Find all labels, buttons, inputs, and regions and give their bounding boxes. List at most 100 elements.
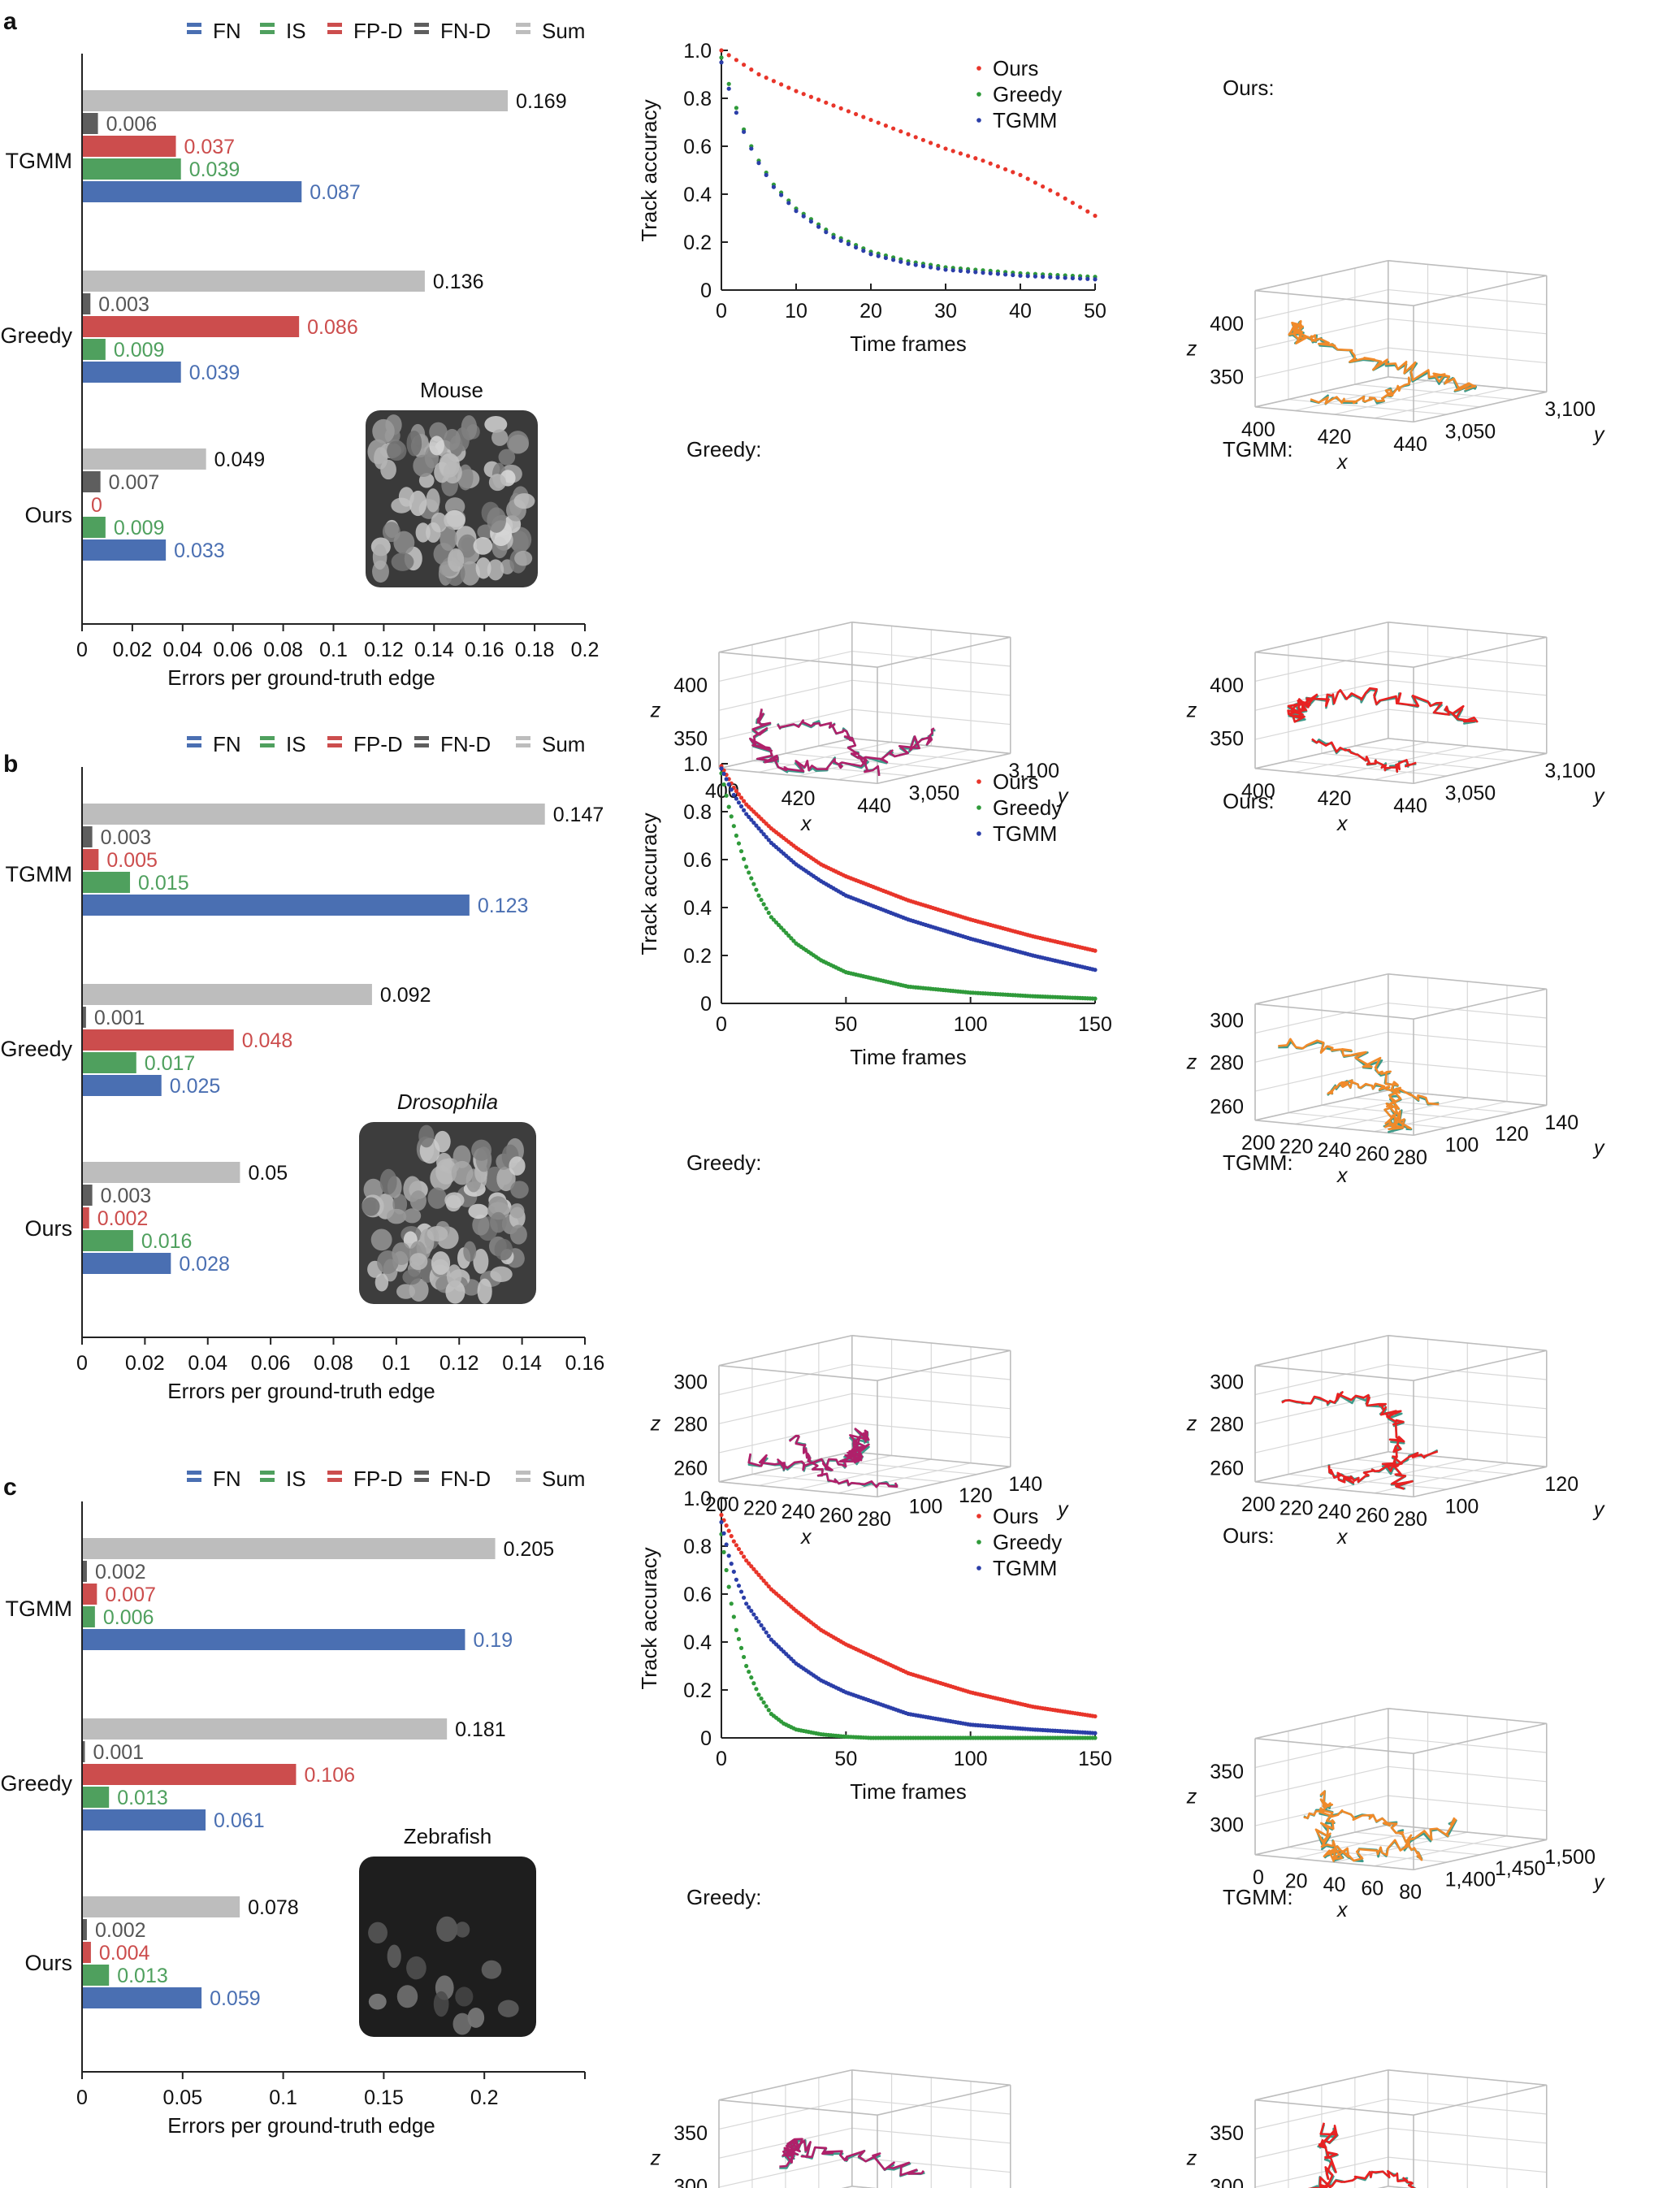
nucleus bbox=[487, 507, 507, 533]
x-tick-label: 240 bbox=[782, 1501, 816, 1523]
legend-swatch bbox=[327, 743, 342, 747]
nucleus bbox=[444, 428, 461, 451]
x-tick-label: 80 bbox=[1399, 1881, 1422, 1904]
legend-swatch bbox=[187, 1471, 201, 1475]
data-point bbox=[766, 1708, 771, 1713]
data-point bbox=[721, 1549, 726, 1554]
y-axis-label: Track accuracy bbox=[637, 812, 661, 955]
data-label: 0.006 bbox=[103, 1606, 154, 1629]
data-point bbox=[995, 271, 1000, 276]
nucleus bbox=[379, 1168, 397, 1195]
bar-Sum bbox=[83, 1896, 240, 1917]
box-edge bbox=[1254, 1003, 1414, 1020]
data-point bbox=[764, 906, 769, 911]
nucleus bbox=[374, 447, 388, 470]
bar-FND bbox=[83, 1741, 85, 1762]
data-point bbox=[759, 1623, 764, 1627]
data-label: 0.006 bbox=[106, 113, 158, 136]
x-tick-label: 280 bbox=[857, 1508, 891, 1531]
data-label: 0.001 bbox=[94, 1007, 145, 1029]
box-edge bbox=[1413, 1839, 1547, 1871]
z-tick-label: 260 bbox=[1210, 1458, 1244, 1480]
data-point bbox=[1025, 274, 1030, 279]
box-edge bbox=[1254, 621, 1388, 653]
inset-title: Drosophila bbox=[397, 1090, 498, 1114]
box-edge bbox=[1254, 406, 1414, 423]
series-Ours bbox=[719, 48, 1098, 219]
data-point bbox=[749, 876, 754, 881]
y-tick-label: 1,500 bbox=[1544, 1846, 1596, 1869]
grid-line bbox=[1388, 650, 1547, 667]
data-point bbox=[1093, 1731, 1098, 1735]
x-axis-label: Errors per ground-truth edge bbox=[167, 665, 435, 690]
box-edge bbox=[1254, 1737, 1414, 1754]
x-tick-label: 0.02 bbox=[113, 639, 153, 661]
trajectory bbox=[1318, 2122, 1338, 2188]
nucleus bbox=[463, 1241, 477, 1262]
data-point bbox=[950, 149, 955, 154]
data-point bbox=[731, 1569, 736, 1575]
trajectory bbox=[1308, 2169, 1416, 2188]
y-axis-label: Track accuracy bbox=[637, 1547, 661, 1689]
data-point bbox=[1093, 1714, 1098, 1719]
legend-Ours: Ours bbox=[993, 769, 1038, 794]
nucleus bbox=[370, 1228, 392, 1251]
grid-line bbox=[851, 1363, 1011, 1380]
data-label: 0.003 bbox=[98, 293, 149, 316]
x-tick-label: 0 bbox=[716, 1748, 727, 1770]
bar-FN bbox=[83, 1253, 171, 1274]
data-point bbox=[786, 85, 791, 90]
y-tick-label: 100 bbox=[909, 1496, 943, 1519]
legend-marker bbox=[976, 831, 981, 836]
data-point bbox=[801, 214, 806, 219]
x-tick-label: 280 bbox=[1393, 1508, 1427, 1531]
trajectory bbox=[1327, 1079, 1440, 1106]
z-axis-label: z bbox=[1186, 2147, 1197, 2169]
data-label: 0.087 bbox=[310, 181, 361, 204]
data-label: 0.003 bbox=[101, 826, 152, 849]
nucleus bbox=[402, 1269, 422, 1285]
data-label: 0.092 bbox=[380, 984, 431, 1007]
data-point bbox=[1093, 948, 1098, 953]
data-point bbox=[913, 135, 918, 140]
legend-marker bbox=[976, 1540, 981, 1545]
data-point bbox=[754, 1687, 759, 1692]
z-tick-label: 350 bbox=[1210, 366, 1244, 389]
nucleus bbox=[509, 526, 532, 552]
data-point bbox=[764, 76, 769, 80]
data-point bbox=[988, 271, 993, 275]
data-point bbox=[779, 82, 784, 87]
data-point bbox=[731, 1539, 736, 1544]
bar-Sum bbox=[83, 448, 206, 470]
data-point bbox=[751, 820, 756, 825]
data-point bbox=[943, 267, 948, 272]
data-label: 0.049 bbox=[214, 448, 266, 471]
z-tick-label: 350 bbox=[1210, 728, 1244, 751]
box-edge bbox=[1388, 1334, 1547, 1352]
plot-title: TGMM: bbox=[1223, 437, 1293, 461]
x-tick-label: 400 bbox=[1241, 780, 1275, 803]
data-point bbox=[1033, 180, 1037, 185]
grid-line bbox=[1334, 1831, 1468, 1863]
data-point bbox=[754, 887, 759, 892]
data-point bbox=[738, 1550, 744, 1555]
bar-Sum bbox=[83, 1162, 240, 1183]
legend-swatch bbox=[260, 1471, 275, 1475]
bar-IS bbox=[83, 872, 131, 893]
nucleus bbox=[368, 1922, 388, 1944]
x-tick-label: 50 bbox=[834, 1748, 857, 1770]
grid-line bbox=[851, 2127, 1011, 2144]
data-point bbox=[764, 172, 769, 177]
accuracy-chart-b: 0 50 100 150 0 0.2 0.4 0.6 0.8 1.0 Time frames Trac… bbox=[637, 753, 1112, 1069]
y-tick-label: 3,100 bbox=[1544, 760, 1596, 782]
data-point bbox=[950, 268, 955, 273]
trajectory bbox=[1287, 687, 1479, 723]
grid-line bbox=[1254, 1002, 1388, 1034]
data-point bbox=[771, 184, 777, 189]
data-label: 0.013 bbox=[117, 1787, 168, 1809]
grid-line bbox=[1388, 2098, 1547, 2115]
data-point bbox=[995, 164, 1000, 169]
data-point bbox=[936, 143, 941, 149]
bar-FN bbox=[83, 1075, 162, 1096]
